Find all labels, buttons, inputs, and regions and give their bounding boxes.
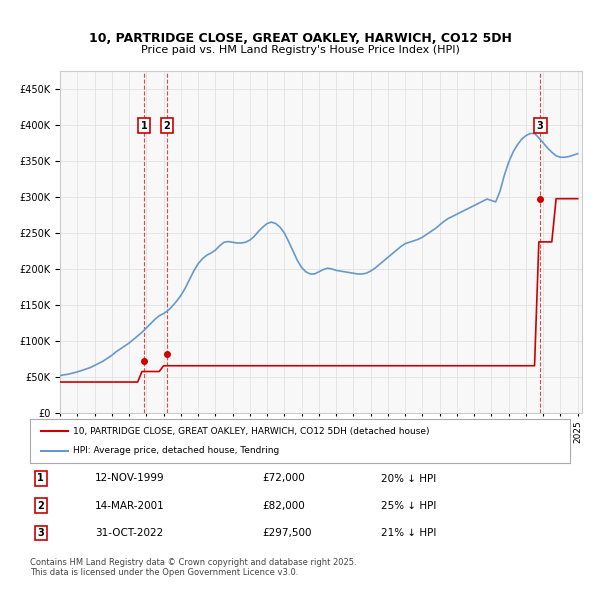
Text: 20% ↓ HPI: 20% ↓ HPI [381,474,436,483]
Text: 2: 2 [37,501,44,511]
Text: 2: 2 [164,120,170,130]
Text: 25% ↓ HPI: 25% ↓ HPI [381,501,436,511]
Text: 31-OCT-2022: 31-OCT-2022 [95,528,163,538]
Text: £72,000: £72,000 [262,474,305,483]
Text: 21% ↓ HPI: 21% ↓ HPI [381,528,436,538]
Text: 12-NOV-1999: 12-NOV-1999 [95,474,164,483]
Text: 10, PARTRIDGE CLOSE, GREAT OAKLEY, HARWICH, CO12 5DH (detached house): 10, PARTRIDGE CLOSE, GREAT OAKLEY, HARWI… [73,427,430,436]
Text: 1: 1 [37,474,44,483]
Text: £82,000: £82,000 [262,501,305,511]
Text: Contains HM Land Registry data © Crown copyright and database right 2025.
This d: Contains HM Land Registry data © Crown c… [30,558,356,577]
Text: 1: 1 [140,120,148,130]
Text: HPI: Average price, detached house, Tendring: HPI: Average price, detached house, Tend… [73,446,280,455]
Text: 3: 3 [537,120,544,130]
Text: 10, PARTRIDGE CLOSE, GREAT OAKLEY, HARWICH, CO12 5DH: 10, PARTRIDGE CLOSE, GREAT OAKLEY, HARWI… [89,32,511,45]
Text: 3: 3 [37,528,44,538]
Text: £297,500: £297,500 [262,528,312,538]
Text: 14-MAR-2001: 14-MAR-2001 [95,501,164,511]
Text: Price paid vs. HM Land Registry's House Price Index (HPI): Price paid vs. HM Land Registry's House … [140,45,460,55]
